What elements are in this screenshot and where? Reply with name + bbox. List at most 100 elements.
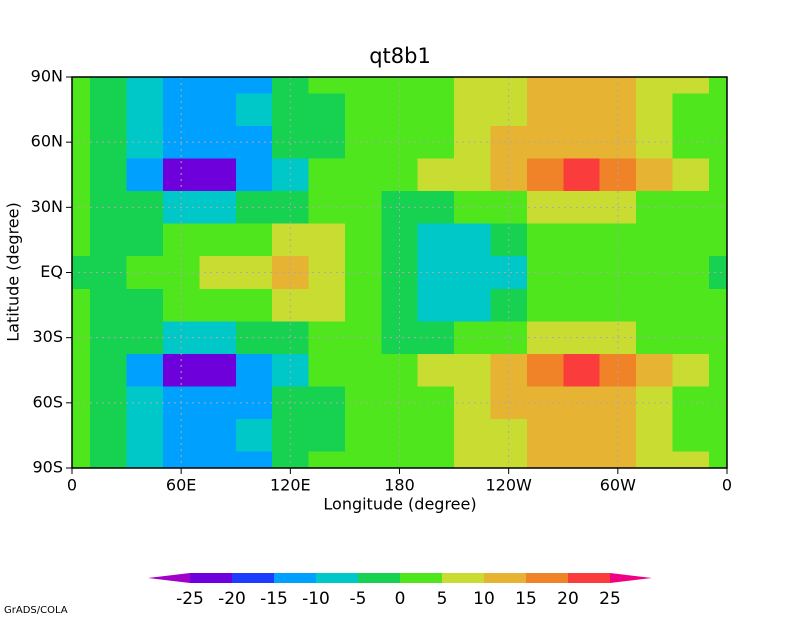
contour-cell: [235, 353, 273, 388]
colorbar-box: [526, 573, 568, 583]
contour-cell: [381, 321, 419, 355]
contour-cell: [526, 321, 564, 355]
contour-cell: [708, 451, 728, 469]
contour-cell: [199, 419, 237, 453]
contour-cell: [344, 158, 382, 192]
contour-cell: [272, 256, 310, 290]
contour-cell: [636, 288, 673, 322]
contour-cell: [454, 386, 491, 420]
contour-cell: [417, 451, 455, 469]
contour-cell: [563, 419, 601, 453]
colorbar-box: [568, 573, 610, 583]
contour-cell: [708, 419, 728, 453]
contour-cell: [344, 288, 382, 322]
colorbar-label: -20: [218, 589, 246, 609]
contour-cell: [526, 93, 564, 127]
contour-cell: [636, 158, 673, 192]
contour-cell: [344, 223, 382, 257]
contour-cell: [235, 451, 273, 469]
contour-cell: [672, 158, 710, 192]
contour-cell: [308, 93, 346, 127]
chart-title: qt8b1: [369, 44, 431, 68]
contour-cell: [636, 451, 673, 469]
contour-cell: [308, 223, 346, 257]
contour-cell: [72, 191, 91, 225]
contour-cell: [272, 77, 310, 94]
contour-cell: [199, 223, 237, 257]
colorbar-box: [484, 573, 526, 583]
contour-cell: [72, 125, 91, 159]
contour-cell: [490, 419, 528, 453]
contour-cell: [381, 77, 419, 94]
contour-cell: [672, 93, 710, 127]
y-axis-label: Latitude (degree): [4, 202, 23, 342]
contour-cell: [199, 288, 237, 322]
contour-cell: [672, 451, 710, 469]
y-tick-label: 90S: [32, 458, 63, 477]
contour-cell: [563, 451, 601, 469]
colorbar-label: -15: [260, 589, 288, 609]
contour-cell: [417, 353, 455, 388]
contour-cell: [344, 451, 382, 469]
contour-cell: [563, 158, 601, 192]
contour-cell: [526, 158, 564, 192]
contour-cell: [72, 321, 91, 355]
contour-cell: [454, 288, 491, 322]
colorbar-box: [400, 573, 442, 583]
contour-cell: [162, 419, 200, 453]
contour-cell: [672, 223, 710, 257]
contour-cell: [708, 93, 728, 127]
contour-cell: [272, 353, 310, 388]
contour-cell: [672, 419, 710, 453]
contour-cell: [708, 191, 728, 225]
x-tick-label: 120E: [270, 476, 311, 495]
contour-cell: [599, 353, 637, 388]
contour-cell: [90, 288, 128, 322]
contour-field: [72, 77, 728, 469]
contour-cell: [490, 93, 528, 127]
contour-cell: [708, 256, 728, 290]
contour-cell: [563, 77, 601, 94]
contour-cell: [599, 93, 637, 127]
contour-cell: [636, 419, 673, 453]
contour-cell: [672, 77, 710, 94]
contour-cell: [308, 125, 346, 159]
contour-cell: [199, 353, 237, 388]
contour-cell: [563, 223, 601, 257]
contour-cell: [636, 223, 673, 257]
colorbar-arrow: [148, 573, 190, 583]
y-tick-label: EQ: [40, 262, 63, 281]
contour-cell: [526, 288, 564, 322]
x-tick-label: 180: [384, 476, 415, 495]
contour-cell: [454, 125, 491, 159]
contour-cell: [381, 256, 419, 290]
contour-cell: [308, 288, 346, 322]
contour-cell: [526, 386, 564, 420]
contour-cell: [454, 223, 491, 257]
contour-cell: [417, 321, 455, 355]
colorbar-box: [190, 573, 232, 583]
contour-cell: [235, 93, 273, 127]
contour-cell: [454, 321, 491, 355]
contour-cell: [563, 288, 601, 322]
contour-cell: [235, 223, 273, 257]
plot-frame: [71, 76, 728, 469]
contour-cell: [526, 353, 564, 388]
contour-cell: [90, 451, 128, 469]
contour-cell: [417, 125, 455, 159]
contour-cell: [563, 256, 601, 290]
contour-cell: [381, 125, 419, 159]
contour-cell: [490, 256, 528, 290]
footer: GrADS/COLA: [4, 605, 68, 616]
colorbar-box: [442, 573, 484, 583]
contour-cell: [72, 77, 91, 94]
contour-cell: [344, 321, 382, 355]
contour-cell: [490, 125, 528, 159]
contour-cell: [126, 158, 164, 192]
contour-cell: [308, 77, 346, 94]
contour-cell: [636, 353, 673, 388]
contour-cell: [672, 353, 710, 388]
contour-cell: [490, 77, 528, 94]
contour-cell: [526, 191, 564, 225]
